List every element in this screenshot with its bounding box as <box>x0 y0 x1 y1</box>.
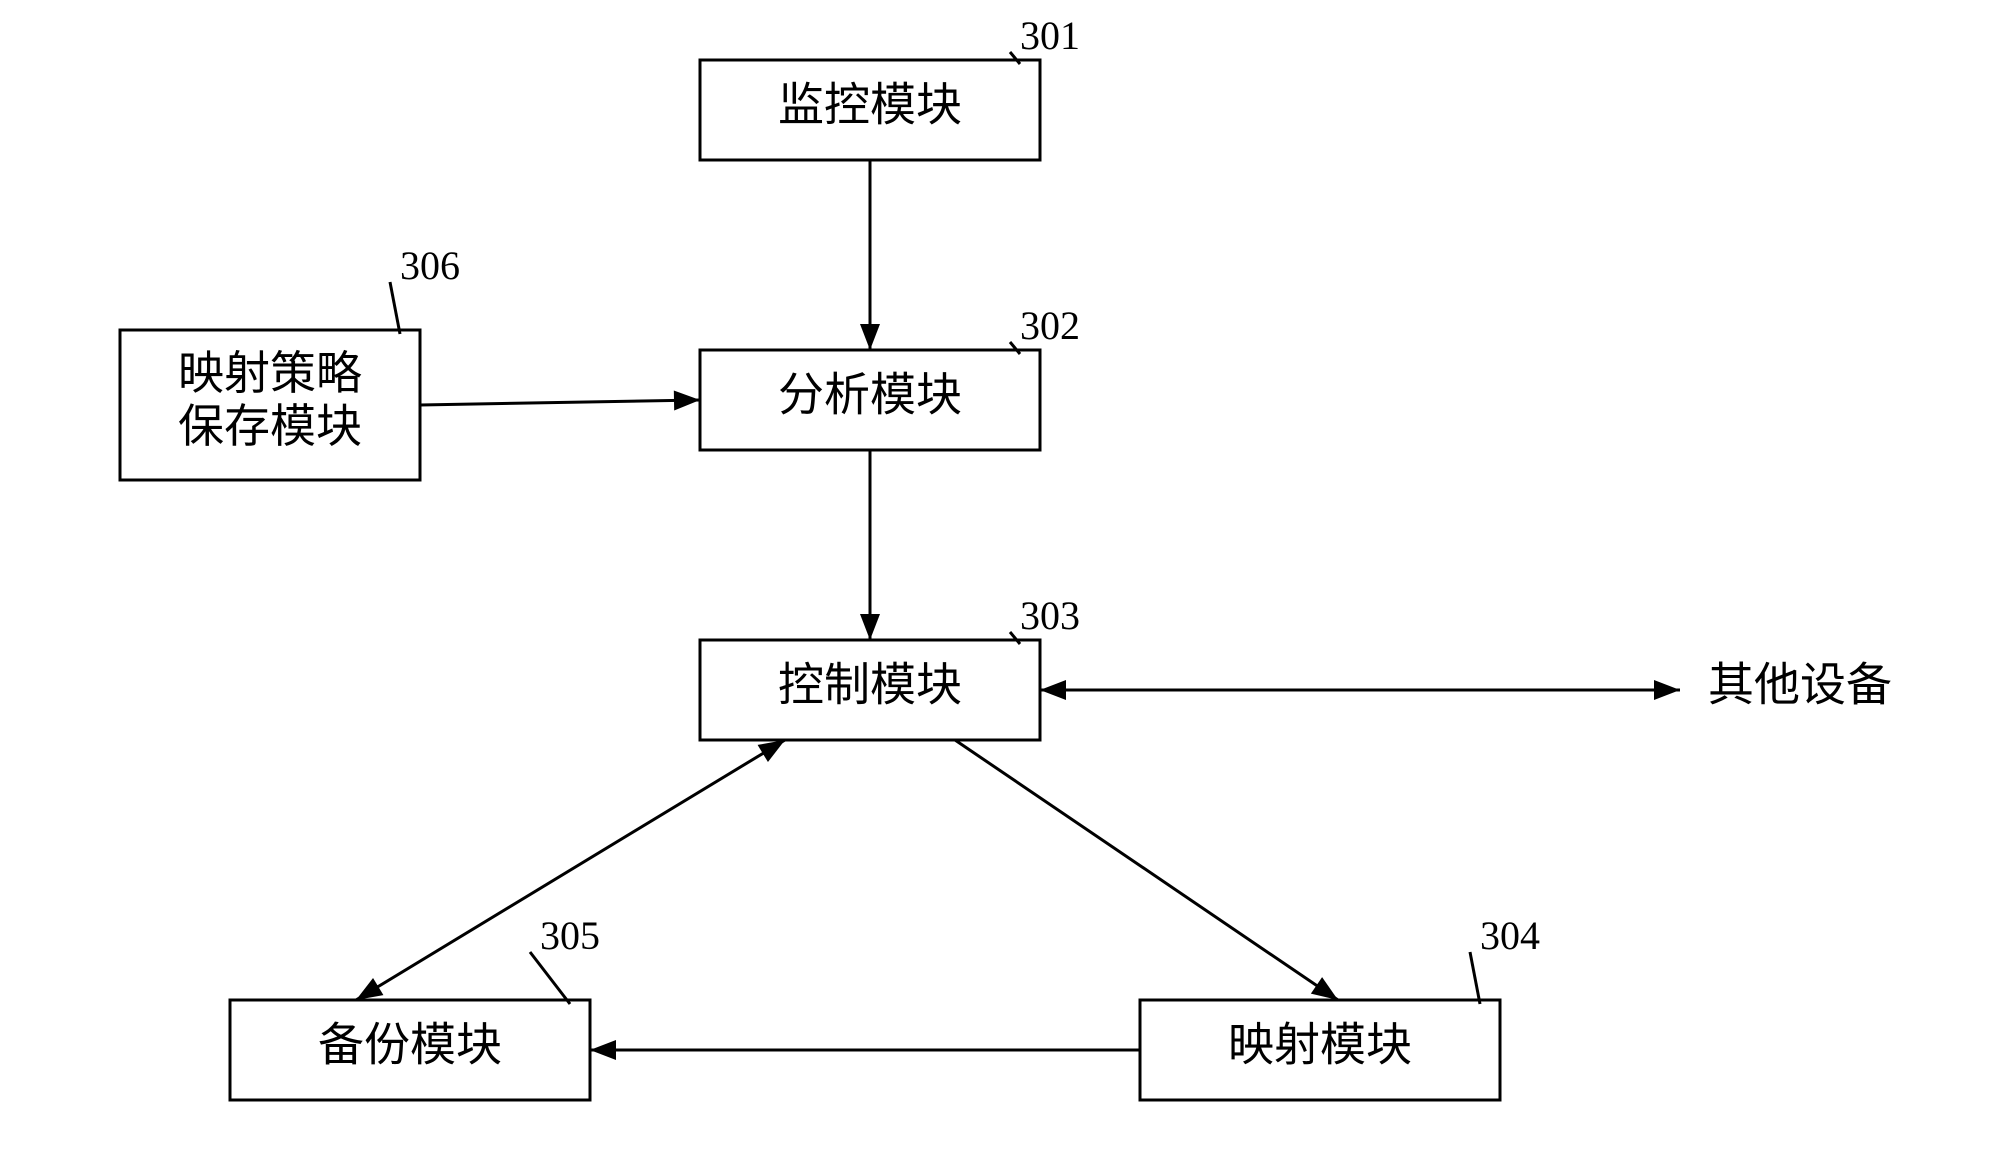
node-label: 分析模块 <box>778 370 962 421</box>
node-n305: 备份模块 305 <box>230 913 600 1100</box>
flowchart-canvas: 监控模块 301 映射策略保存模块 306 分析模块 302 控制模块 303 备份模块 305 映… <box>0 0 1992 1149</box>
node-n301: 监控模块 301 <box>700 13 1080 160</box>
node-label: 备份模块 <box>318 1020 502 1071</box>
node-n306: 映射策略保存模块 306 <box>120 243 460 480</box>
node-n303: 控制模块 303 <box>700 593 1080 740</box>
node-number: 304 <box>1480 913 1540 958</box>
node-label: 映射策略 <box>178 348 362 399</box>
node-n302: 分析模块 302 <box>700 303 1080 450</box>
node-label: 控制模块 <box>778 660 962 711</box>
node-number: 302 <box>1020 303 1080 348</box>
node-number: 301 <box>1020 13 1080 58</box>
external-label: 其他设备 <box>1708 660 1892 711</box>
node-n304: 映射模块 304 <box>1140 913 1540 1100</box>
edge-3 <box>356 740 785 1000</box>
node-number: 306 <box>400 243 460 288</box>
node-number: 305 <box>540 913 600 958</box>
node-label: 监控模块 <box>778 80 962 131</box>
node-label: 保存模块 <box>178 401 362 452</box>
node-label: 映射模块 <box>1228 1020 1412 1071</box>
edge-1 <box>420 400 700 405</box>
node-number: 303 <box>1020 593 1080 638</box>
edge-4 <box>955 740 1338 1000</box>
